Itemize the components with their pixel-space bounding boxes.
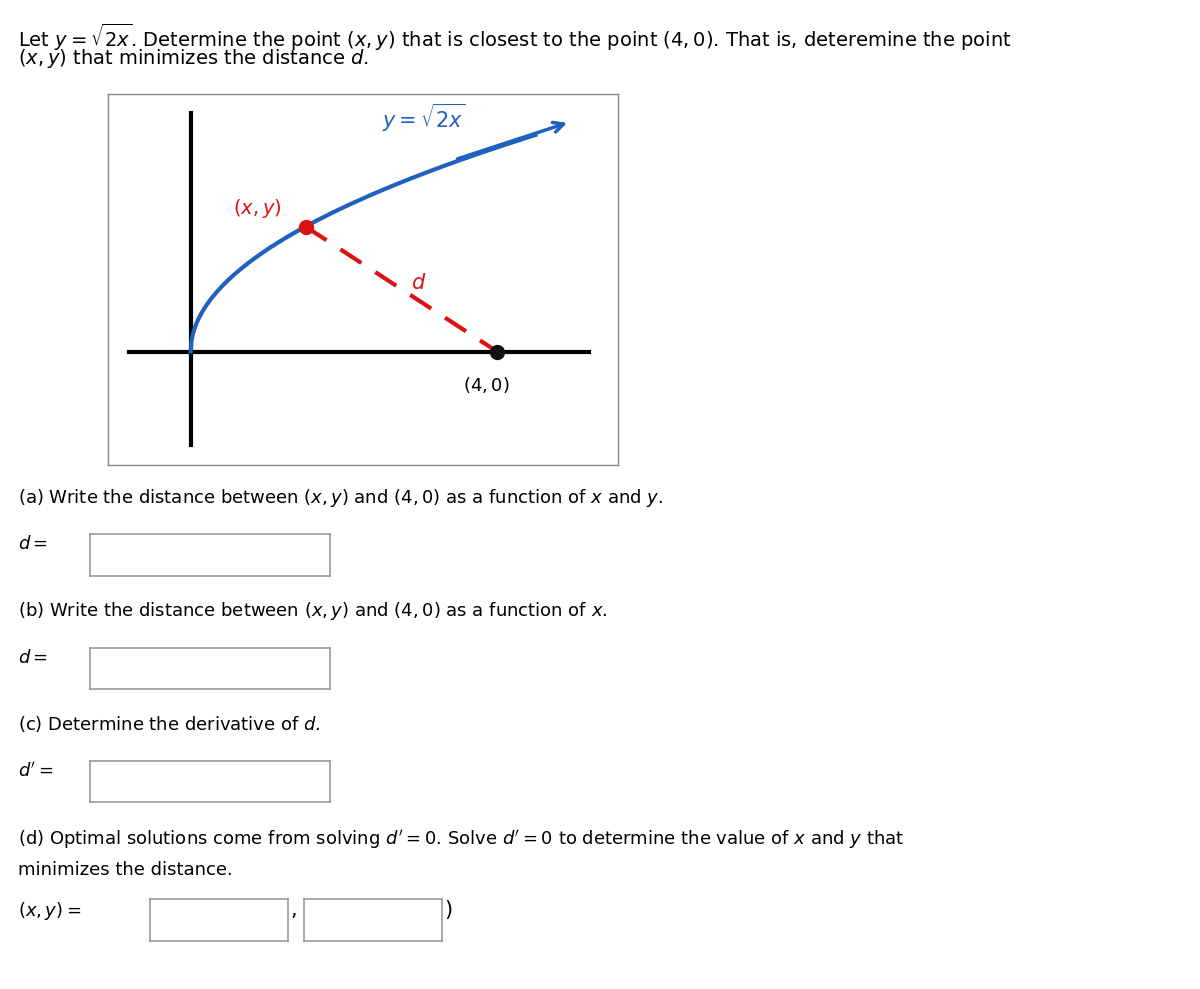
Text: (b) Write the distance between $(x, y)$ and $(4, 0)$ as a function of $x$.: (b) Write the distance between $(x, y)$ … xyxy=(18,600,607,622)
Text: $(x, y) =$: $(x, y) =$ xyxy=(18,900,82,922)
Text: $d =$: $d =$ xyxy=(18,649,48,667)
Text: $d' =$: $d' =$ xyxy=(18,762,54,780)
Text: Let $y = \sqrt{2x}$. Determine the point $(x, y)$ that is closest to the point $: Let $y = \sqrt{2x}$. Determine the point… xyxy=(18,22,1012,53)
Text: $y = \sqrt{2x}$: $y = \sqrt{2x}$ xyxy=(382,102,466,134)
Text: (a) Write the distance between $(x, y)$ and $(4, 0)$ as a function of $x$ and $y: (a) Write the distance between $(x, y)$ … xyxy=(18,487,664,508)
Text: $d =$: $d =$ xyxy=(18,535,48,553)
Text: (d) Optimal solutions come from solving $d' = 0$. Solve $d' = 0$ to determine th: (d) Optimal solutions come from solving … xyxy=(18,828,905,878)
Text: $(4, 0)$: $(4, 0)$ xyxy=(463,375,509,396)
Text: $d$: $d$ xyxy=(410,273,426,293)
Text: (c) Determine the derivative of $d$.: (c) Determine the derivative of $d$. xyxy=(18,714,320,734)
Text: ,: , xyxy=(290,900,298,920)
Text: $(x, y)$ that minimizes the distance $d$.: $(x, y)$ that minimizes the distance $d$… xyxy=(18,47,370,70)
Text: ): ) xyxy=(444,900,452,920)
Text: $(x, y)$: $(x, y)$ xyxy=(233,197,282,220)
